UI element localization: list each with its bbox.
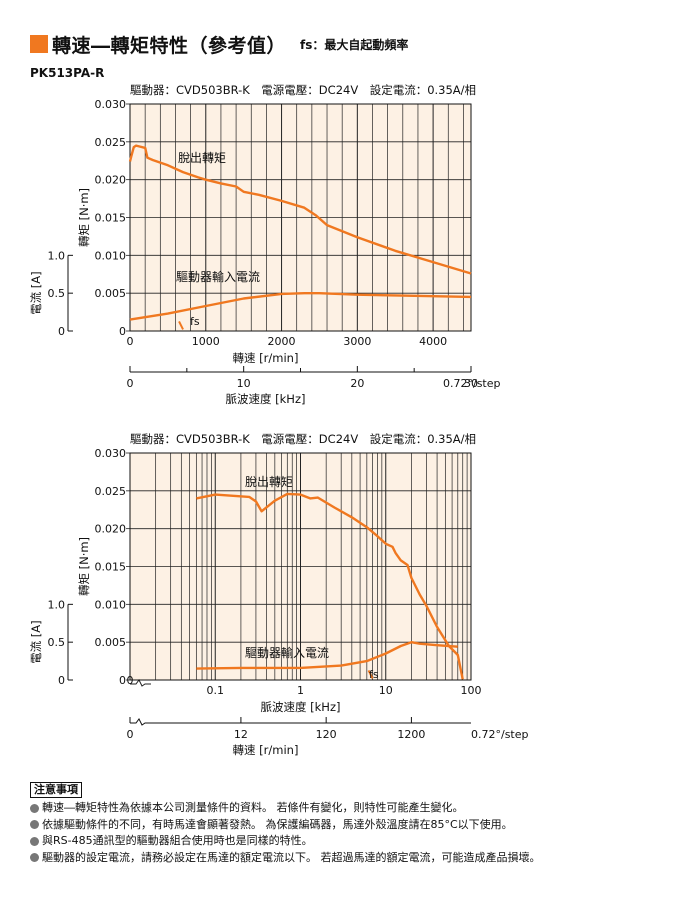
secondary-tick-label: 0 [127, 728, 134, 741]
current-tick-label: 0.5 [48, 287, 66, 300]
bullet-icon [30, 820, 39, 830]
secondary-axis-label: 轉速 [r/min] [233, 743, 299, 757]
y-tick-label: 0.030 [95, 447, 127, 460]
y-tick-label: 0.020 [95, 174, 127, 187]
note-item: 與RS-485通訊型的驅動器組合使用時也是同樣的特性。 [30, 833, 541, 850]
y-tick-label: 0.015 [95, 212, 127, 225]
pullout-torque-curve [196, 492, 464, 680]
section-header: 轉速―轉矩特性（參考值） fs：最大自起動頻率 [30, 32, 409, 57]
secondary-tick-label: 120 [316, 728, 337, 741]
torque-axis-label: 轉矩 [N·m] [77, 537, 91, 596]
x-tick-label: 0 [127, 335, 134, 348]
fs-marker [367, 670, 374, 679]
input-current-curve [196, 641, 458, 670]
y-tick-label: 0.020 [95, 523, 127, 536]
current-tick-label: 0.5 [48, 636, 66, 649]
x-tick-label: 1000 [192, 335, 220, 348]
step-angle-label: 0.72°/step [443, 377, 501, 390]
x-tick-label: 2000 [268, 335, 296, 348]
secondary-axis-label: 脈波速度 [kHz] [226, 392, 306, 406]
input-current-curve [129, 292, 472, 321]
y-tick-label: 0.010 [95, 598, 127, 611]
fs-note: fs：最大自起動頻率 [300, 37, 409, 52]
current-axis-label: 電流 [A] [29, 271, 43, 315]
x-axis-label: 脈波速度 [kHz] [261, 700, 341, 714]
pullout-torque-curve [128, 144, 472, 275]
x-tick-label: 3000 [343, 335, 371, 348]
secondary-tick-label: 10 [237, 377, 251, 390]
plot-frame [129, 103, 472, 332]
y-tick-label: 0 [119, 674, 126, 687]
y-tick-label: 0.005 [95, 287, 127, 300]
model-name: PK513PA-R [30, 66, 105, 80]
x-tick-label: 1 [297, 684, 304, 697]
secondary-tick-label: 30 [464, 377, 478, 390]
x-tick-label: 4000 [419, 335, 447, 348]
current-tick-label: 1.0 [48, 598, 66, 611]
y-tick-label: 0.025 [95, 136, 127, 149]
x-tick-label: 0.1 [207, 684, 225, 697]
torque-axis-label: 轉矩 [N·m] [77, 188, 91, 247]
notes-title: 注意事項 [30, 782, 82, 798]
y-tick-label: 0.030 [95, 98, 127, 111]
secondary-tick-label: 12 [234, 728, 248, 741]
secondary-tick-label: 20 [350, 377, 364, 390]
x-tick-label: 10 [379, 684, 393, 697]
plot-frame [129, 452, 472, 681]
x-axis-label: 轉速 [r/min] [233, 351, 299, 365]
y-tick-label: 0.025 [95, 485, 127, 498]
y-tick-label: 0.005 [95, 636, 127, 649]
notes-section: 注意事項 轉速―轉矩特性為依據本公司測量條件的資料。 若條件有變化，則特性可能產… [30, 782, 541, 866]
bullet-icon [30, 836, 39, 846]
note-text: 驅動器的設定電流，請務必設定在馬達的額定電流以下。 若超過馬達的額定電流，可能造… [42, 850, 541, 864]
y-tick-label: 0.015 [95, 561, 127, 574]
current-tick-label: 0 [58, 325, 65, 338]
driver-condition-label: 驅動器：CVD503BR-K 電源電壓：DC24V 設定電流：0.35A/相 [130, 432, 476, 446]
x-tick-label: 100 [461, 684, 482, 697]
secondary-tick-label: 0 [127, 377, 134, 390]
step-angle-label: 0.72°/step [471, 728, 529, 741]
y-tick-label: 0 [119, 325, 126, 338]
input-current-annotation: 驅動器輸入電流 [245, 645, 329, 660]
charts-canvas: 驅動器：CVD503BR-K 電源電壓：DC24V 設定電流：0.35A/相00… [29, 83, 529, 757]
input-current-annotation: 驅動器輸入電流 [176, 269, 260, 284]
note-text: 依據驅動條件的不同，有時馬達會顯著發熱。 為保護編碼器，馬達外殼溫度請在85°C… [42, 817, 513, 831]
orange-square-icon [30, 35, 48, 53]
current-axis-label: 電流 [A] [29, 620, 43, 664]
y-tick-label: 0.010 [95, 249, 127, 262]
note-item: 驅動器的設定電流，請務必設定在馬達的額定電流以下。 若超過馬達的額定電流，可能造… [30, 850, 541, 867]
axis-break-icon [130, 679, 151, 687]
note-item: 轉速―轉矩特性為依據本公司測量條件的資料。 若條件有變化，則特性可能產生變化。 [30, 800, 541, 817]
note-text: 與RS-485通訊型的驅動器組合使用時也是同樣的特性。 [42, 834, 313, 847]
pullout-torque-annotation: 脫出轉矩 [178, 150, 226, 165]
bullet-icon [30, 853, 39, 863]
fs-marker [178, 321, 184, 330]
pullout-torque-annotation: 脫出轉矩 [245, 474, 293, 489]
current-tick-label: 0 [58, 674, 65, 687]
fs-annotation: fs [190, 315, 200, 328]
driver-condition-label: 驅動器：CVD503BR-K 電源電壓：DC24V 設定電流：0.35A/相 [130, 83, 476, 97]
note-text: 轉速―轉矩特性為依據本公司測量條件的資料。 若條件有變化，則特性可能產生變化。 [42, 801, 464, 814]
current-tick-label: 1.0 [48, 249, 66, 262]
axis-break-icon [130, 718, 151, 726]
page-title: 轉速―轉矩特性（參考值） [52, 34, 287, 57]
note-item: 依據驅動條件的不同，有時馬達會顯著發熱。 為保護編碼器，馬達外殼溫度請在85°C… [30, 817, 541, 834]
bullet-icon [30, 803, 39, 813]
fs-annotation: fs [369, 668, 379, 681]
secondary-tick-label: 1200 [397, 728, 425, 741]
